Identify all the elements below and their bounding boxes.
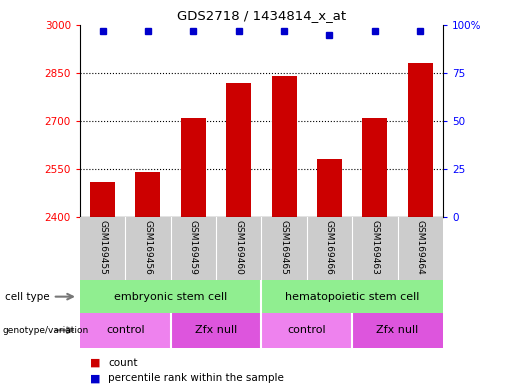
Bar <box>226 83 251 217</box>
Title: GDS2718 / 1434814_x_at: GDS2718 / 1434814_x_at <box>177 9 346 22</box>
Text: ■: ■ <box>90 373 100 383</box>
Text: Zfx null: Zfx null <box>195 325 237 335</box>
Text: GSM169459: GSM169459 <box>189 220 198 275</box>
Text: genotype/variation: genotype/variation <box>3 326 89 335</box>
Bar <box>261 313 352 348</box>
Text: GSM169466: GSM169466 <box>325 220 334 275</box>
Text: control: control <box>106 325 145 335</box>
Text: count: count <box>108 358 138 368</box>
Text: GSM169464: GSM169464 <box>416 220 425 275</box>
Bar <box>135 172 160 217</box>
Bar <box>317 159 342 217</box>
Bar <box>170 313 261 348</box>
Text: percentile rank within the sample: percentile rank within the sample <box>108 373 284 383</box>
Bar <box>363 118 387 217</box>
Text: GSM169456: GSM169456 <box>143 220 152 275</box>
Text: GSM169465: GSM169465 <box>280 220 288 275</box>
Bar <box>408 63 433 217</box>
Text: hematopoietic stem cell: hematopoietic stem cell <box>285 291 419 302</box>
Bar <box>90 182 115 217</box>
Text: embryonic stem cell: embryonic stem cell <box>114 291 227 302</box>
Text: GSM169455: GSM169455 <box>98 220 107 275</box>
Text: cell type: cell type <box>5 291 50 302</box>
Text: GSM169463: GSM169463 <box>370 220 380 275</box>
Bar <box>352 313 443 348</box>
Text: control: control <box>287 325 326 335</box>
Text: GSM169460: GSM169460 <box>234 220 243 275</box>
Text: ■: ■ <box>90 358 100 368</box>
Bar <box>271 76 297 217</box>
Bar <box>80 313 170 348</box>
Bar <box>181 118 206 217</box>
Text: Zfx null: Zfx null <box>376 325 419 335</box>
